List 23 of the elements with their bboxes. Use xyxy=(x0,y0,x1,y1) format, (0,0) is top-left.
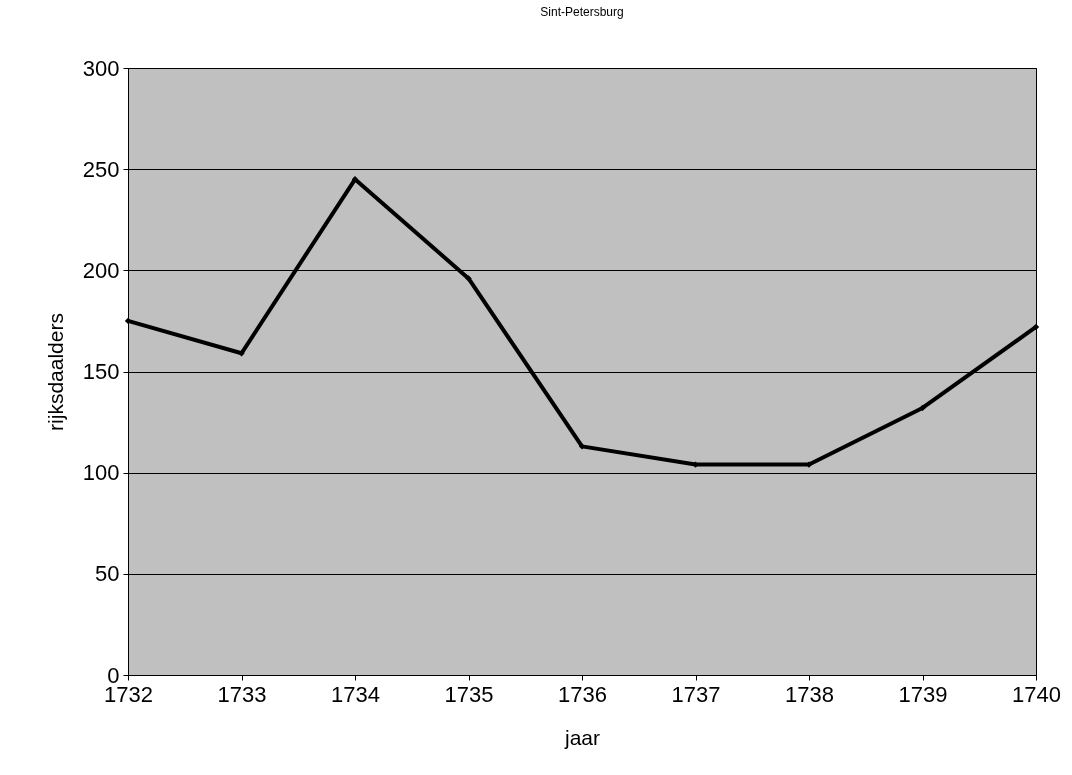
y-tick-label: 50 xyxy=(95,561,120,587)
x-tick-label: 1737 xyxy=(671,681,721,707)
point xyxy=(351,176,359,183)
point xyxy=(465,275,472,282)
x-tick-label: 1738 xyxy=(785,681,834,707)
point xyxy=(919,404,926,412)
y-tick-label: 150 xyxy=(82,359,120,384)
y-tick-label: 200 xyxy=(82,257,120,283)
chart-title: Sint-Petersburg xyxy=(540,5,624,19)
x-tick-label: 1734 xyxy=(331,681,380,707)
y-tick-label: 300 xyxy=(82,55,120,81)
point xyxy=(1032,323,1040,331)
y-tick-label: 0 xyxy=(107,662,120,688)
x-tick-label: 1733 xyxy=(217,681,267,707)
y-tick-label: 250 xyxy=(82,156,120,182)
x-tick-label: 1739 xyxy=(898,681,948,707)
x-tick-label: 1740 xyxy=(1012,681,1061,707)
y-tick-label: 100 xyxy=(82,460,120,486)
y-axis-title: rijksdaalders xyxy=(43,313,67,431)
x-tick-label: 1735 xyxy=(444,681,494,707)
x-axis-title: jaar xyxy=(563,725,601,749)
point xyxy=(238,350,245,357)
x-tick-label: 1736 xyxy=(558,681,607,707)
